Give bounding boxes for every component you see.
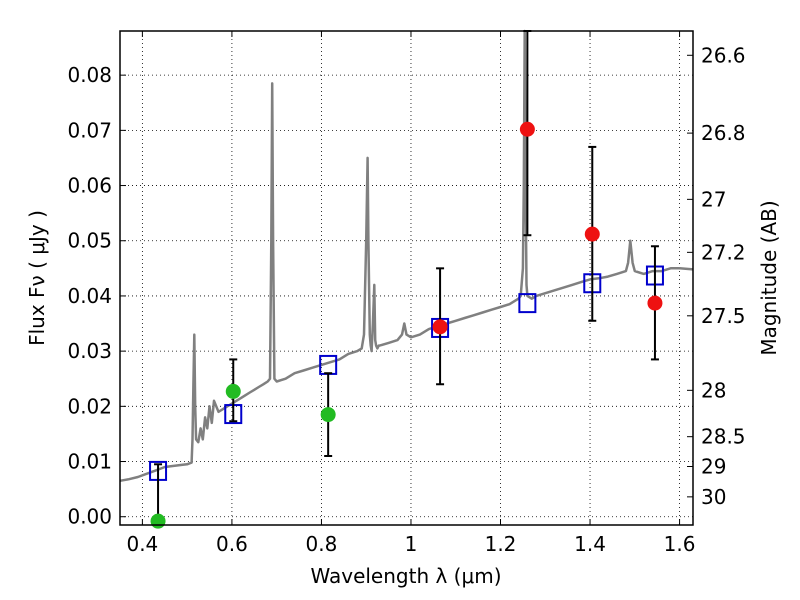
x-tick-label: 0.4 [126,532,158,556]
model-box-marker [518,293,537,314]
right-tick-label: 30 [701,485,726,509]
x-tick-label: 0.8 [306,532,338,556]
x-tick-label: 1.6 [664,532,696,556]
y-tick-label: 0.04 [67,284,112,308]
right-tick-label: 27.5 [701,304,746,328]
right-axis-title: Magnitude (AB) [757,200,781,355]
x-axis-ticks: 0.4 0.6 0.8 1 1.2 1.4 1.6 [126,31,695,556]
plot-frame [119,30,694,526]
y-tick-label: 0.05 [67,229,112,253]
red-data-point [519,121,535,137]
y-tick-label: 0.00 [67,505,112,529]
right-tick-label: 27.2 [701,240,746,264]
x-tick-label: 1.2 [485,532,517,556]
right-tick-label: 28 [701,378,726,402]
y-tick-label: 0.03 [67,339,112,363]
green-data-point [150,513,166,529]
green-data-point [225,383,241,399]
y-tick-label: 0.07 [67,118,112,142]
right-tick-label: 28.5 [701,425,746,449]
x-tick-label: 1 [405,532,418,556]
red-data-point [584,226,600,242]
x-tick-label: 1.4 [574,532,606,556]
y-axis-title: Flux Fν ( μJy ) [25,210,49,346]
y-tick-label: 0.08 [67,63,112,87]
y-tick-label: 0.01 [67,450,112,474]
spectrum-line [119,29,694,483]
x-axis-title: Wavelength λ (μm) [310,564,501,588]
y-axis-ticks: 0.00 0.01 0.02 0.03 0.04 0.05 0.06 0.07 0.08 [67,63,126,529]
right-tick-label: 26.6 [701,43,746,67]
right-tick-label: 29 [701,454,726,478]
y-tick-label: 0.06 [67,174,112,198]
right-tick-label: 26.8 [701,121,746,145]
y-tick-label: 0.02 [67,394,112,418]
right-tick-label: 27 [701,187,726,211]
photometry-points [150,121,663,529]
right-axis-ticks: 26.6 26.8 27 27.2 27.5 28 28.5 29 30 [687,43,746,509]
red-data-point [432,319,448,335]
spectrum-polyline [119,29,694,483]
green-data-point [320,407,336,423]
red-data-point [647,295,663,311]
x-tick-label: 0.6 [216,532,248,556]
